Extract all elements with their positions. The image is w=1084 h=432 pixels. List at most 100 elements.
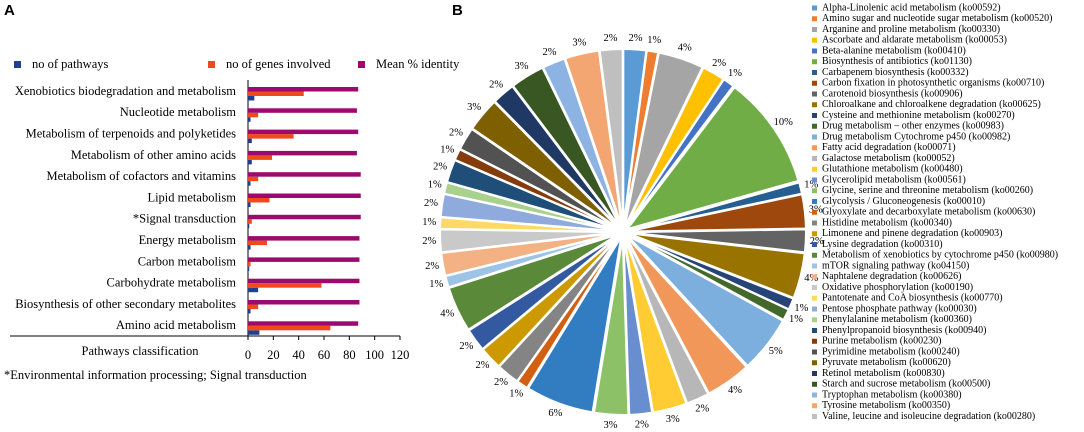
legend-label: Mean % identity	[376, 57, 460, 71]
data-label: 3%	[467, 102, 481, 113]
bar	[248, 193, 361, 198]
data-label: 1%	[647, 35, 661, 46]
legend-label: Starch and sucrose metabolism (ko00500)	[822, 379, 990, 390]
legend-marker	[812, 113, 817, 118]
legend-marker	[812, 392, 817, 398]
legend-label: Carotenoid biosynthesis (ko00906)	[822, 88, 963, 99]
legend-label: Phenylalanine metabolism (ko00360)	[822, 314, 972, 325]
legend-marker	[812, 317, 817, 323]
data-label: 2%	[476, 360, 490, 371]
bar	[248, 245, 251, 250]
bar	[248, 87, 359, 92]
legend-label: Drug metabolism – other enzymes (ko00983…	[822, 121, 1004, 132]
pie-slice	[625, 77, 735, 229]
legend-label: Carbapenem biosynthesis (ko00332)	[822, 67, 969, 78]
bar	[248, 181, 251, 186]
legend-marker	[812, 70, 817, 75]
legend-label: Cysteine and methionine metabolism (ko00…	[822, 110, 1015, 121]
panel-label: A	[4, 2, 15, 19]
y-tick-label: Biosynthesis of other secondary metaboli…	[15, 297, 236, 311]
legend-marker	[14, 61, 21, 68]
data-label: 2%	[695, 403, 709, 414]
footnote: *Environmental information processing; S…	[4, 368, 307, 382]
legend-label: Galactose metabolism (ko00052)	[822, 153, 955, 164]
data-label: 4%	[678, 42, 692, 53]
data-label: 2%	[635, 419, 649, 430]
data-label: 2%	[433, 162, 447, 173]
bar	[248, 176, 259, 182]
legend-marker	[812, 285, 817, 290]
bar	[248, 325, 331, 331]
bar	[248, 300, 360, 305]
legend-marker	[812, 91, 817, 97]
data-label: 4%	[440, 309, 454, 320]
data-label: 2%	[424, 198, 438, 209]
bar	[248, 287, 259, 293]
legend-marker	[812, 177, 817, 183]
legend-label: Arganine and proline metabolism (ko00330…	[822, 24, 1000, 35]
data-label: 1%	[728, 68, 742, 79]
legend-label: no of pathways	[32, 57, 109, 71]
bar	[248, 304, 259, 309]
data-label: 2%	[425, 261, 439, 272]
pie-slice	[624, 85, 800, 231]
bar	[248, 117, 251, 122]
legend-marker	[812, 80, 817, 86]
legend-label: Pentose phosphate pathway (ko00030)	[822, 303, 977, 314]
legend-label: Carbon fixation in photosynthetic organi…	[822, 78, 1044, 89]
legend-marker	[812, 306, 817, 312]
legend-marker	[812, 295, 817, 301]
legend-label: Lysine degradation (ko00310)	[822, 239, 943, 250]
legend-label: Amino sugar and nucleotide sugar metabol…	[822, 13, 1053, 24]
y-tick-label: Metabolism of terpenoids and polyketides	[26, 126, 237, 140]
legend-marker	[812, 338, 817, 344]
legend-marker	[812, 188, 817, 194]
data-label: 4%	[728, 385, 742, 396]
legend-label: Glycolysis / Gluconeogenesis (ko00010)	[822, 196, 985, 207]
bar	[248, 112, 259, 118]
legend-marker	[812, 414, 817, 419]
legend-marker	[812, 403, 817, 409]
bar	[248, 172, 361, 177]
bar	[248, 155, 273, 160]
legend-label: Tyrosine metabolism (ko00350)	[822, 400, 950, 411]
legend-label: Alpha-Linolenic acid metabolism (ko00592…	[822, 2, 1001, 13]
bar	[248, 91, 304, 96]
y-tick-label: Nucleotide metabolism	[120, 105, 237, 119]
pie-slice	[598, 48, 624, 228]
legend-marker	[812, 252, 817, 258]
data-label: 6%	[548, 408, 562, 419]
legend-marker	[812, 328, 817, 333]
x-tick-label: 20	[267, 348, 280, 362]
bar	[248, 198, 270, 203]
y-tick-label: Lipid metabolism	[147, 190, 236, 204]
legend-marker	[208, 61, 215, 68]
legend-marker	[812, 360, 817, 366]
x-tick-label: 0	[245, 348, 251, 362]
data-label: 2%	[449, 128, 463, 139]
bar	[248, 261, 251, 267]
bar	[248, 202, 251, 207]
legend-label: Tryptophan metabolism (ko00380)	[822, 389, 962, 400]
y-tick-label: Energy metabolism	[139, 233, 237, 247]
data-label: 2%	[603, 33, 617, 44]
legend-label: Glyoxylate and decarboxylate metabolism …	[822, 207, 1035, 218]
legend-label: Biosynthesis of antibiotics (ko01130)	[822, 56, 972, 67]
legend-marker	[812, 48, 817, 54]
data-label: 2%	[629, 33, 643, 44]
data-label: 5%	[769, 346, 783, 357]
legend-label: Oxidative phosphorylation (ko00190)	[822, 282, 973, 293]
y-tick-label: Metabolism of other amino acids	[71, 148, 236, 162]
data-label: 1%	[428, 180, 442, 191]
legend-marker	[812, 123, 817, 129]
bar	[248, 134, 294, 139]
bar	[248, 266, 250, 271]
bar	[248, 278, 360, 284]
data-label: 3%	[666, 414, 680, 425]
legend-label: mTOR signaling pathway (ko04150)	[822, 260, 969, 271]
legend-label: Glycine, serine and threonine metabolism…	[822, 185, 1033, 196]
data-label: 3%	[515, 61, 529, 72]
y-tick-label: Carbon metabolism	[138, 254, 237, 268]
legend-label: Ascorbate and aldarate metabolism (ko000…	[822, 35, 1007, 46]
data-label: 1%	[422, 217, 436, 228]
